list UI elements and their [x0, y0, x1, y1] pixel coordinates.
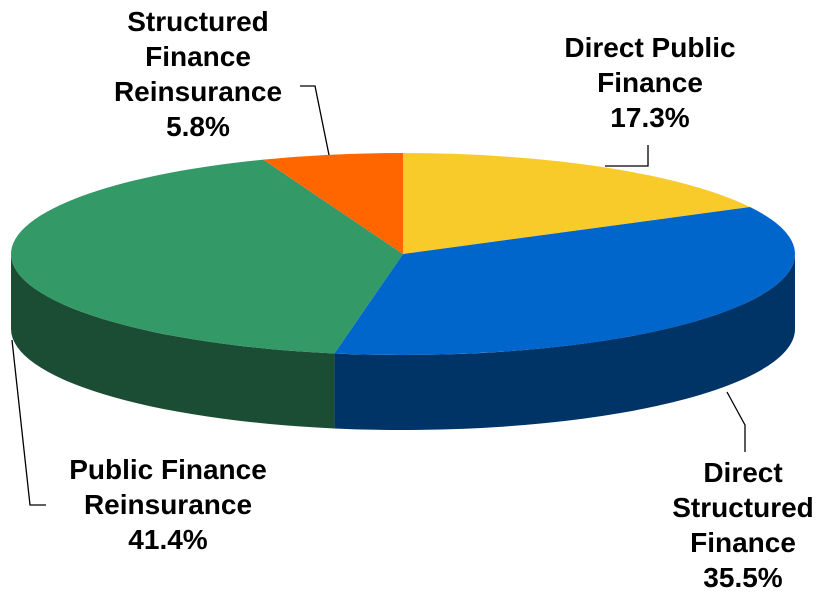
category-label: Public Finance Reinsurance — [69, 454, 267, 520]
slice — [10, 159, 404, 354]
value-label: 35.5% — [703, 562, 783, 593]
slice-label: Public Finance Reinsurance 41.4% — [58, 452, 278, 557]
slice — [403, 153, 751, 254]
slice-label: Structured Finance Reinsurance 5.8% — [108, 4, 288, 144]
value-label: 5.8% — [166, 111, 230, 142]
category-label: Structured Finance Reinsurance — [113, 6, 283, 107]
leader-line — [726, 391, 746, 452]
slice-side — [11, 254, 335, 429]
slice-label: Direct Structured Finance 35.5% — [663, 455, 823, 595]
slice — [263, 153, 403, 254]
leader-line — [605, 145, 649, 167]
category-label: Direct Structured Finance — [672, 457, 814, 558]
value-label: 41.4% — [128, 524, 208, 555]
pie — [10, 153, 795, 430]
slice-side — [334, 254, 795, 430]
slice-label: Direct Public Finance 17.3% — [550, 30, 750, 135]
leader-line — [300, 85, 330, 156]
category-label: Direct Public Finance — [564, 32, 736, 98]
leader-line — [11, 339, 46, 506]
slice — [334, 207, 795, 355]
value-label: 17.3% — [610, 102, 690, 133]
